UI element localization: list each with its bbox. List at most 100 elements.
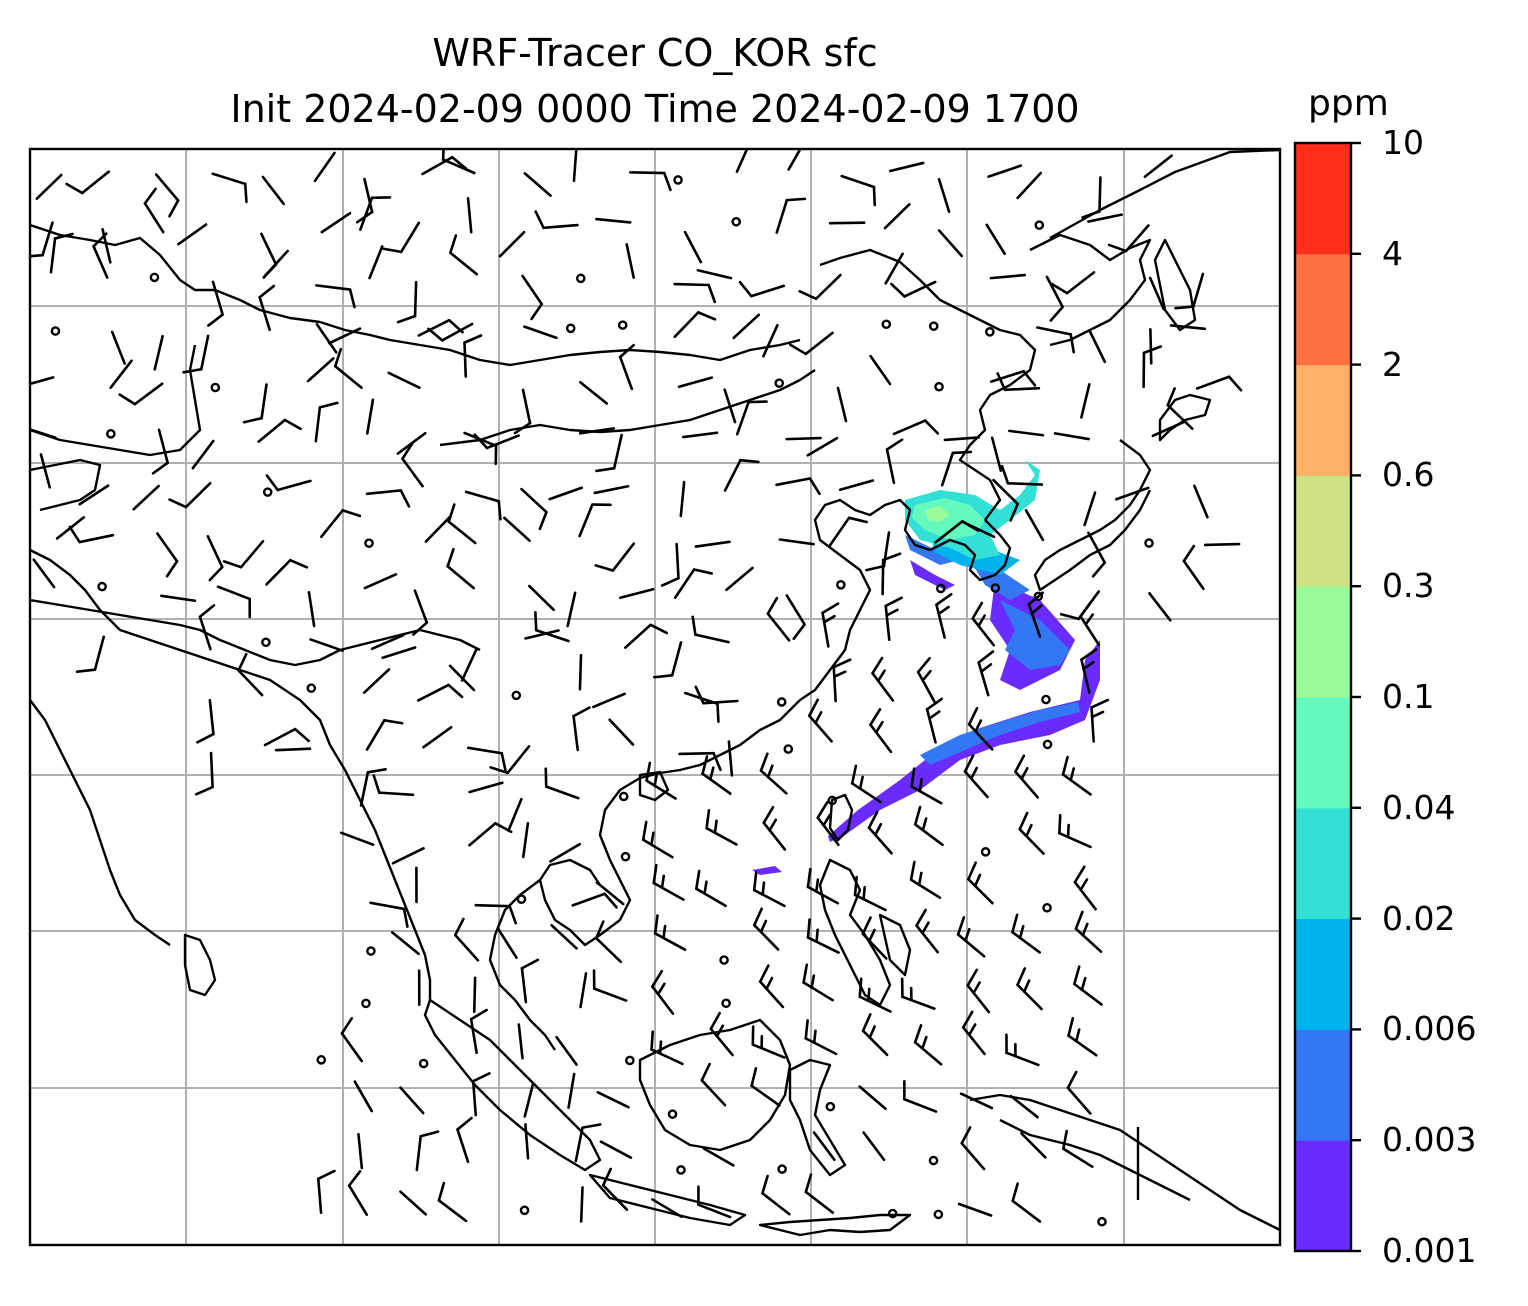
wind-barb xyxy=(151,428,169,475)
wind-barb xyxy=(735,149,749,173)
wind-barb xyxy=(520,487,548,531)
wind-barb xyxy=(840,174,877,207)
coastline xyxy=(999,1118,1191,1202)
wind-barb xyxy=(353,1080,373,1113)
coastline xyxy=(439,369,816,447)
wind-barb xyxy=(990,436,1003,472)
wind-barb xyxy=(723,388,737,424)
wind-barb xyxy=(594,542,636,572)
colorbar-tick-label: 0.1 xyxy=(1382,677,1435,716)
wind-barb xyxy=(618,343,635,391)
wind-barb xyxy=(1062,1129,1094,1168)
wind-barb xyxy=(836,386,848,423)
wind-barb xyxy=(566,591,577,628)
wind-barb xyxy=(727,740,734,777)
wind-barb xyxy=(160,594,197,603)
wind-barb xyxy=(1016,171,1043,200)
wind-barb xyxy=(596,1090,630,1109)
wind-barb xyxy=(258,284,276,332)
wind-barb xyxy=(653,914,687,951)
wind-barb xyxy=(396,280,418,324)
wind-barb xyxy=(359,767,387,807)
wind-barb xyxy=(437,1181,468,1223)
wind-barb xyxy=(473,433,520,450)
wind-barb xyxy=(910,767,943,805)
colorbar-segment xyxy=(1295,253,1351,366)
wind-barb xyxy=(1024,509,1045,542)
calm-wind-marker xyxy=(783,744,794,754)
wind-barb xyxy=(785,436,822,441)
wind-barb xyxy=(399,1190,428,1216)
wind-barb xyxy=(1061,755,1092,796)
wind-barb xyxy=(314,401,339,443)
coastline xyxy=(328,744,432,1000)
wind-barb xyxy=(709,1011,734,1057)
wind-barb xyxy=(109,359,133,389)
calm-wind-marker xyxy=(366,946,376,956)
calm-wind-marker xyxy=(106,429,116,439)
plume-contour xyxy=(910,560,955,590)
wind-barb xyxy=(618,587,655,600)
wind-barb xyxy=(881,552,902,596)
wind-barb xyxy=(365,718,404,751)
wind-barb xyxy=(595,881,625,906)
wind-barb xyxy=(274,747,312,752)
wind-barb xyxy=(806,436,839,457)
wind-barb xyxy=(75,635,106,673)
wind-barb xyxy=(802,963,834,1002)
calm-wind-marker xyxy=(1041,694,1051,705)
calm-wind-marker xyxy=(1042,902,1052,913)
wind-barb xyxy=(775,477,821,496)
wind-barb xyxy=(489,745,531,775)
wind-barb xyxy=(677,376,714,389)
wind-barb xyxy=(861,1013,889,1057)
wind-barb xyxy=(1036,326,1076,354)
wind-barb xyxy=(1053,432,1090,441)
wind-barb xyxy=(30,221,54,258)
wind-barb xyxy=(446,547,476,590)
wind-barb xyxy=(1169,324,1207,331)
tracer-plume xyxy=(752,460,1100,875)
wind-barb xyxy=(216,585,252,619)
calm-wind-marker xyxy=(1144,538,1154,548)
wind-barb xyxy=(579,1186,584,1223)
wind-barb xyxy=(679,480,686,518)
wind-barb xyxy=(1081,176,1102,219)
colorbar-tick-label: 0.003 xyxy=(1382,1120,1477,1160)
calm-wind-marker xyxy=(935,583,946,594)
wind-barb xyxy=(778,538,815,546)
wind-barb xyxy=(806,918,840,954)
wind-barb xyxy=(971,601,996,647)
calm-wind-marker xyxy=(980,847,991,857)
wind-barb xyxy=(578,653,583,691)
wind-barb xyxy=(691,615,730,644)
wind-barb xyxy=(1020,1131,1047,1159)
colorbar-tick-label: 4 xyxy=(1382,233,1403,273)
wind-barb xyxy=(1088,329,1107,364)
wind-barb xyxy=(571,892,618,909)
wind-barb xyxy=(339,831,375,846)
calm-wind-marker xyxy=(418,1058,429,1069)
coastline xyxy=(969,1093,1280,1232)
wind-barb xyxy=(78,484,110,506)
wind-barb xyxy=(943,436,981,442)
wind-barb xyxy=(466,746,507,773)
coastline xyxy=(639,699,801,780)
colorbar-tick-label: 0.6 xyxy=(1382,455,1435,495)
wind-barb xyxy=(549,842,582,863)
wind-barb xyxy=(652,863,685,901)
wind-barb xyxy=(653,641,683,679)
wind-barb xyxy=(1203,542,1241,547)
calm-wind-marker xyxy=(50,326,61,336)
coastline xyxy=(30,548,332,746)
wind-barb xyxy=(316,1169,336,1214)
calm-wind-marker xyxy=(827,795,837,806)
wind-barb xyxy=(211,172,248,204)
wind-barb xyxy=(315,323,338,354)
wind-barbs xyxy=(30,149,1243,1227)
coastline xyxy=(929,519,1012,582)
wind-barb xyxy=(521,274,544,321)
wind-barb xyxy=(738,280,786,298)
wind-barb xyxy=(705,809,738,846)
calm-wind-marker xyxy=(825,1101,836,1112)
